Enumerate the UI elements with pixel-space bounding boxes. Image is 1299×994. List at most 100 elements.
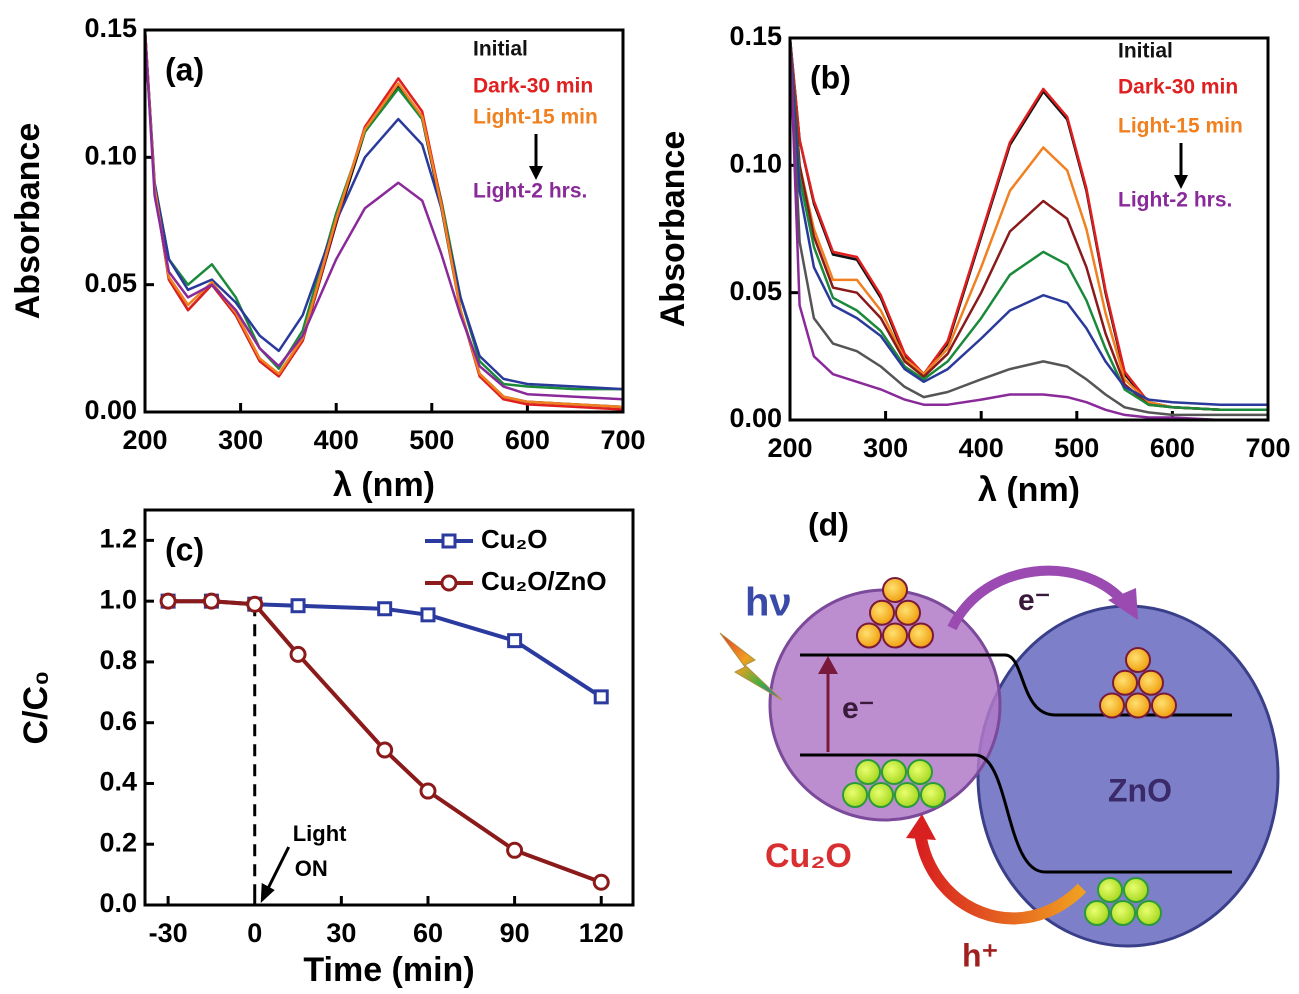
figure: (d) hν e⁻ e⁻ ZnO Cu₂O h⁺ 0.000.050.100.1… (0, 0, 1299, 994)
legend-label: Cu₂O/ZnO (481, 566, 607, 596)
zno-label: ZnO (1108, 772, 1172, 808)
y-tick-label: 0.0 (99, 888, 137, 918)
arrow-head (1174, 175, 1188, 189)
legend-label: Light-2 hrs. (1118, 189, 1232, 212)
marker (422, 609, 434, 621)
marker (509, 635, 521, 647)
y-tick-label: 0.2 (99, 827, 137, 857)
y-axis-label: C/C₀ (17, 671, 55, 745)
marker (378, 743, 392, 757)
marker (594, 875, 608, 889)
marker (421, 784, 435, 798)
x-tick-label: 120 (579, 918, 624, 948)
y-tick-label: 0.05 (84, 268, 137, 298)
panel-label: (b) (810, 59, 851, 95)
carrier (908, 760, 932, 784)
y-tick-label: 0.00 (729, 403, 782, 433)
marker (161, 594, 175, 608)
legend-marker (443, 535, 455, 547)
marker (291, 647, 305, 661)
y-tick-label: 0.10 (729, 148, 782, 178)
arrow-head (529, 166, 543, 180)
y-tick-label: 0.10 (84, 140, 137, 170)
x-tick-label: 300 (863, 433, 908, 463)
x-axis-label: λ (nm) (978, 471, 1080, 509)
y-tick-label: 0.15 (729, 21, 782, 51)
annotation: ON (295, 856, 328, 881)
carrier (883, 624, 907, 648)
x-tick-label: 400 (314, 425, 359, 455)
legend-label: Initial (1118, 40, 1173, 63)
carrier (869, 783, 893, 807)
x-tick-label: 600 (505, 425, 550, 455)
legend-label: Light-2 hrs. (473, 180, 587, 203)
carrier (1126, 648, 1150, 672)
legend-label: Cu₂O (481, 524, 547, 554)
x-tick-label: 400 (959, 433, 1004, 463)
x-tick-label: 90 (500, 918, 530, 948)
x-tick-label: 200 (767, 433, 812, 463)
carrier (1126, 694, 1150, 718)
legend-label: Initial (473, 38, 528, 61)
panel-label: (d) (808, 506, 849, 542)
y-tick-label: 0.6 (99, 706, 137, 736)
legend-label: Light-15 min (1118, 115, 1243, 138)
carrier (883, 578, 907, 602)
carrier (921, 783, 945, 807)
carrier (870, 601, 894, 625)
marker (595, 691, 607, 703)
legend-label: Dark-30 min (473, 75, 593, 98)
carrier (857, 624, 881, 648)
carrier (909, 624, 933, 648)
marker (508, 843, 522, 857)
hole-label: h⁺ (962, 937, 998, 973)
electron-label: e⁻ (842, 692, 875, 725)
carrier (843, 783, 867, 807)
y-axis-label: Absorbance (654, 131, 692, 328)
x-axis-label: λ (nm) (333, 466, 435, 504)
panel-label: (a) (165, 51, 204, 87)
x-tick-label: 60 (413, 918, 443, 948)
y-tick-label: 0.8 (99, 645, 137, 675)
carrier (1111, 901, 1135, 925)
marker (292, 600, 304, 612)
x-tick-label: 300 (218, 425, 263, 455)
carrier (1124, 878, 1148, 902)
x-tick-label: 0 (247, 918, 262, 948)
carrier (895, 783, 919, 807)
x-tick-label: 700 (600, 425, 645, 455)
panel-label: (c) (165, 531, 204, 567)
y-tick-label: 0.00 (84, 395, 137, 425)
x-tick-label: 700 (1245, 433, 1290, 463)
x-axis-label: Time (min) (303, 951, 474, 989)
carrier (1085, 901, 1109, 925)
y-axis-label: Absorbance (9, 123, 47, 320)
carrier (1113, 671, 1137, 695)
carrier (896, 601, 920, 625)
carrier (1137, 901, 1161, 925)
carrier (1152, 694, 1176, 718)
legend-marker (442, 576, 456, 590)
x-tick-label: 200 (122, 425, 167, 455)
carrier (1098, 878, 1122, 902)
y-tick-label: 0.4 (99, 767, 137, 797)
x-tick-label: 30 (326, 918, 356, 948)
legend-label: Dark-30 min (1118, 76, 1238, 99)
carrier (1139, 671, 1163, 695)
diagram: (d) hν e⁻ e⁻ ZnO Cu₂O h⁺ (720, 506, 1278, 973)
x-tick-label: 500 (409, 425, 454, 455)
y-tick-label: 1.2 (99, 524, 137, 554)
y-tick-label: 0.05 (729, 276, 782, 306)
carrier (1100, 694, 1124, 718)
annotation: Light (293, 821, 347, 846)
electron-label: e⁻ (1018, 584, 1051, 617)
legend-label: Light-15 min (473, 106, 598, 129)
carrier (856, 760, 880, 784)
x-tick-label: 600 (1150, 433, 1195, 463)
marker (379, 603, 391, 615)
light-label: hν (745, 581, 792, 625)
marker (248, 597, 262, 611)
cu2o-label: Cu₂O (765, 837, 852, 875)
x-tick-label: 500 (1054, 433, 1099, 463)
x-tick-label: -30 (149, 918, 188, 948)
